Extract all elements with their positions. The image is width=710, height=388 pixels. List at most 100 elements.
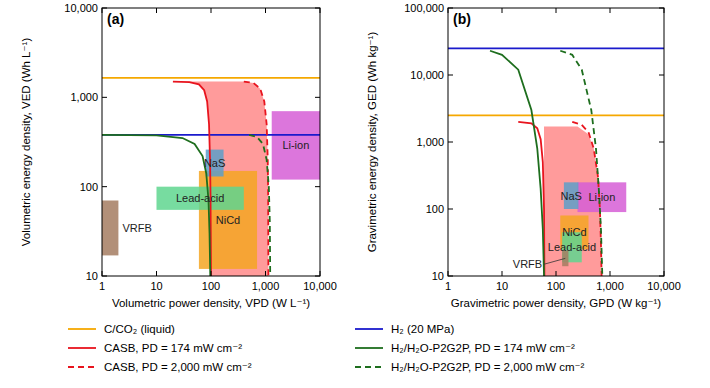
x-tick — [156, 271, 157, 276]
y-tick-label: 10,000 — [410, 69, 444, 81]
y-tick — [659, 75, 664, 76]
x-tick — [664, 271, 665, 276]
legend-label: H₂/H₂O-P2G2P, PD = 2,000 mW cm⁻² — [391, 361, 585, 373]
x-tick — [320, 271, 321, 276]
x-tick — [664, 8, 665, 13]
box-label: NaS — [204, 157, 225, 169]
legend-swatch — [355, 366, 383, 368]
y-tick — [102, 186, 107, 187]
box-label: Lead-acid — [176, 192, 224, 204]
legend-label: CASB, PD = 174 mW cm⁻² — [104, 342, 242, 354]
box-label: Li-ion — [282, 139, 309, 151]
x-tick-label: 1,000 — [596, 280, 624, 292]
series-line — [102, 135, 210, 276]
y-tick-label: 10 — [432, 270, 444, 282]
x-tick — [265, 271, 266, 276]
y-tick — [102, 8, 107, 9]
plot-area — [448, 48, 664, 276]
technology-box — [102, 201, 118, 256]
y-tick-label: 100 — [80, 181, 98, 193]
y-tick-label: 1,000 — [416, 136, 444, 148]
plot-frame — [448, 8, 664, 276]
x-tick-label: 100 — [202, 280, 220, 292]
shaded-region — [173, 82, 268, 276]
x-tick-label: 10,000 — [303, 280, 337, 292]
legend-swatch — [68, 347, 96, 349]
x-tick — [502, 271, 503, 276]
box-label: NiCd — [216, 214, 240, 226]
y-tick — [102, 276, 107, 277]
y-tick — [448, 142, 453, 143]
box-label: VRFB — [513, 258, 542, 270]
y-tick — [659, 142, 664, 143]
panel-title: (a) — [107, 11, 124, 27]
panel: VRFBNiCdLead-acidNaSLi-ion1101001,00010,… — [20, 2, 337, 309]
y-tick-label: 1,000 — [70, 91, 98, 103]
series-line — [249, 135, 270, 276]
series-line — [448, 114, 664, 116]
x-tick-label: 1 — [99, 280, 105, 292]
y-tick — [102, 97, 107, 98]
x-tick — [448, 8, 449, 13]
legend: C/CO₂ (liquid) H₂ (20 MPa) CASB, PD = 174 … — [68, 323, 585, 373]
series-line — [173, 82, 211, 276]
legend-swatch — [68, 328, 96, 330]
x-tick-label: 10 — [496, 280, 508, 292]
y-axis-label: Gravimetric energy density, GED (Wh kg⁻¹… — [366, 32, 378, 253]
plot-frame — [102, 8, 320, 276]
leader-line — [544, 258, 565, 264]
x-tick — [556, 8, 557, 13]
x-tick-label: 1 — [445, 280, 451, 292]
x-tick — [556, 271, 557, 276]
y-tick — [315, 186, 320, 187]
x-tick — [610, 271, 611, 276]
y-tick — [659, 8, 664, 9]
x-tick-label: 10 — [150, 280, 162, 292]
x-tick — [211, 8, 212, 13]
y-tick — [448, 8, 453, 9]
y-tick — [448, 209, 453, 210]
box-label: Li-ion — [588, 191, 615, 203]
technology-box — [157, 187, 244, 210]
x-tick — [502, 8, 503, 13]
x-tick — [211, 271, 212, 276]
x-tick — [265, 8, 266, 13]
x-tick — [156, 8, 157, 13]
x-tick — [610, 8, 611, 13]
series-line — [244, 82, 269, 276]
y-tick — [659, 276, 664, 277]
y-tick — [315, 8, 320, 9]
panel-title: (b) — [453, 11, 471, 27]
plot-area — [102, 78, 320, 276]
x-tick — [102, 8, 103, 13]
y-tick-label: 10,000 — [64, 2, 98, 14]
x-tick — [320, 8, 321, 13]
legend-swatch — [68, 366, 96, 368]
y-tick-label: 10 — [86, 270, 98, 282]
y-tick — [315, 276, 320, 277]
y-tick-label: 100,000 — [404, 2, 444, 14]
legend-label: C/CO₂ (liquid) — [104, 323, 175, 335]
legend-label: CASB, PD = 2,000 mW cm⁻² — [104, 361, 252, 373]
panel: NiCdLead-acidVRFBLi-ionNaS1101001,00010,… — [366, 2, 681, 309]
legend-swatch — [355, 347, 383, 349]
x-tick-label: 1,000 — [252, 280, 280, 292]
legend-label: H₂/H₂O-P2G2P, PD = 174 mW cm⁻² — [391, 342, 575, 354]
legend-label: H₂ (20 MPa) — [391, 323, 454, 335]
y-tick — [315, 97, 320, 98]
y-axis-label: Volumetric energy density, VED (Wh L⁻¹) — [20, 38, 32, 247]
box-label: Lead-acid — [548, 241, 596, 253]
y-tick — [659, 209, 664, 210]
x-axis-label: Gravimetric power density, GPD (W kg⁻¹) — [451, 297, 662, 309]
x-tick-label: 10,000 — [647, 280, 681, 292]
legend-swatch — [355, 328, 383, 330]
x-axis-label: Volumetric power density, VPD (W L⁻¹) — [112, 297, 310, 309]
series-line — [448, 47, 664, 49]
figure: VRFBNiCdLead-acidNaSLi-ion1101001,00010,… — [0, 0, 710, 388]
x-tick — [448, 271, 449, 276]
technology-box — [577, 182, 626, 212]
technology-box — [272, 111, 320, 179]
y-tick — [448, 276, 453, 277]
box-label: NaS — [560, 190, 581, 202]
box-label: VRFB — [122, 222, 151, 234]
